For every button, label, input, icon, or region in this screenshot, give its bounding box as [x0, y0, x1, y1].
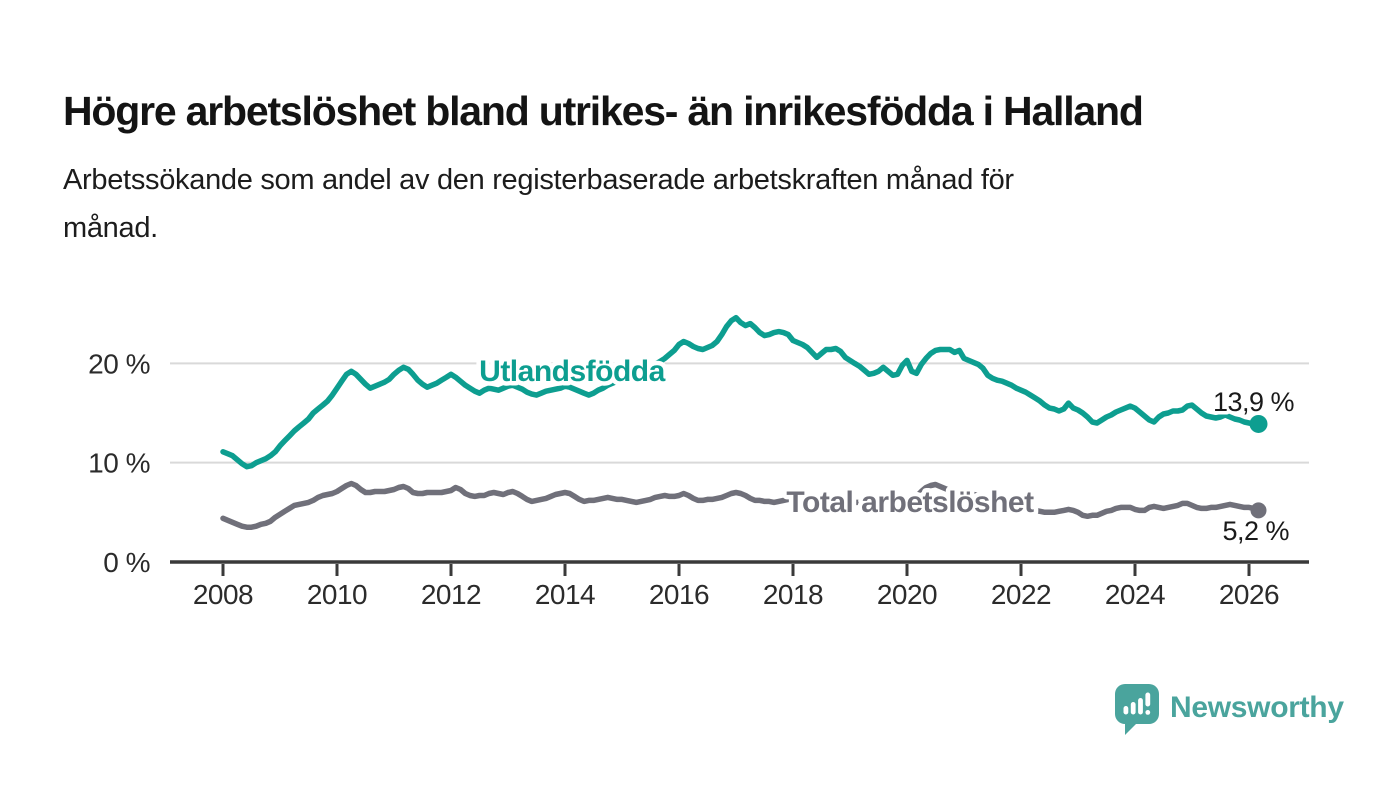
series-end-dot-total-arbetsloshet: [1250, 502, 1267, 519]
series-label-total-arbetsloshet: Total arbetslöshet: [786, 486, 1034, 519]
x-tick-label-2022: 2022: [991, 579, 1051, 610]
y-tick-label-10: 10 %: [88, 448, 150, 479]
x-tick-label-2014: 2014: [535, 579, 595, 610]
x-tick-label-2018: 2018: [763, 579, 823, 610]
newsworthy-bar-chart-bubble-icon: [1115, 684, 1159, 735]
y-tick-label-20: 20 %: [88, 348, 150, 379]
series-line-utlandsfodda: [220, 314, 1262, 470]
chart-subtitle: Arbetssökande som andel av den registerb…: [63, 156, 1014, 252]
end-value-label-utlandsfodda: 13,9 %: [1213, 387, 1295, 417]
subtitle-line-1: Arbetssökande som andel av den registerb…: [63, 164, 1014, 196]
x-tick-label-2024: 2024: [1105, 579, 1165, 610]
series-end-dot-utlandsfodda: [1249, 414, 1268, 433]
newsworthy-logo-text: Newsworthy: [1170, 691, 1344, 724]
y-tick-label-0: 0 %: [103, 547, 150, 578]
page-title: Högre arbetslöshet bland utrikes- än inr…: [63, 88, 1144, 135]
x-tick-label-2026: 2026: [1219, 579, 1279, 610]
x-tick-label-2010: 2010: [307, 579, 367, 610]
newsworthy-logo: Newsworthy: [1114, 684, 1344, 736]
series-lines: [220, 314, 1268, 530]
end-value-label-total: 5,2 %: [1222, 516, 1289, 546]
subtitle-line-2: månad.: [63, 212, 158, 244]
gridlines: 20 % 10 % 0 %: [88, 348, 1309, 578]
x-tick-label-2020: 2020: [877, 579, 937, 610]
x-axis: 2008 2010 2012 2014 2016 2018 2020 2022 2024 2026: [170, 560, 1309, 610]
series-label-utlandsfodda: Utlandsfödda: [479, 355, 665, 388]
x-tick-label-2016: 2016: [649, 579, 709, 610]
series-line-total-arbetsloshet: [220, 480, 1262, 530]
x-tick-label-2008: 2008: [193, 579, 253, 610]
x-tick-label-2012: 2012: [421, 579, 481, 610]
